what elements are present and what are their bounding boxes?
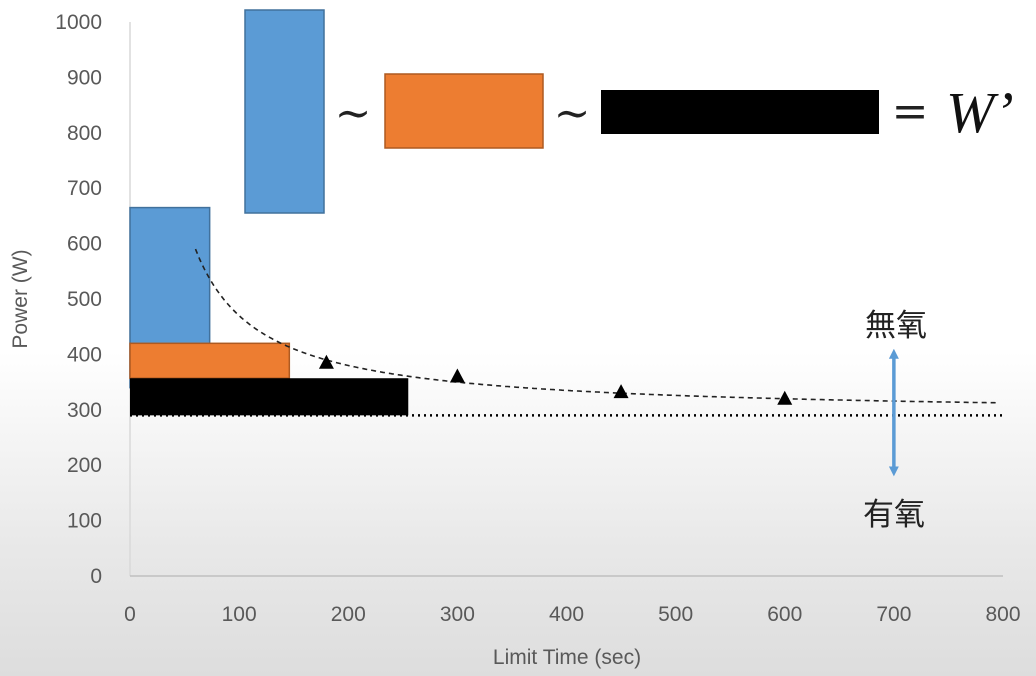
data-point (449, 368, 465, 383)
x-tick-label: 100 (222, 603, 257, 626)
w-prime-label: W’ (946, 80, 1014, 145)
y-tick-label: 500 (67, 288, 102, 311)
y-tick-label: 800 (67, 122, 102, 145)
x-axis-title: Limit Time (sec) (493, 646, 641, 669)
tilde-symbol-1: ~ (335, 88, 372, 139)
anaerobic-label: 無氧 (865, 308, 927, 344)
w-prime-equation: ~ ~ = W’ (244, 9, 1014, 214)
y-axis-title: Power (W) (9, 249, 32, 348)
y-axis: 0 100 200 300 400 500 600 700 800 900 1000 (55, 11, 131, 588)
data-point (777, 390, 793, 405)
equation-blue-block (244, 9, 325, 214)
black-work-rect (130, 378, 409, 416)
y-tick-label: 900 (67, 66, 102, 89)
orange-work-rect (129, 342, 291, 379)
x-tick-label: 500 (658, 603, 693, 626)
x-axis: 0 100 200 300 400 500 600 700 800 (124, 575, 1021, 626)
y-tick-label: 600 (67, 233, 102, 256)
y-tick-label: 200 (67, 454, 102, 477)
y-tick-label: 100 (67, 510, 102, 533)
y-tick-label: 1000 (55, 11, 102, 34)
y-tick-label: 700 (67, 177, 102, 200)
x-tick-label: 800 (985, 603, 1020, 626)
x-tick-label: 0 (124, 603, 136, 626)
aerobic-label: 有氧 (863, 497, 925, 533)
equation-black-block (601, 90, 879, 134)
tilde-symbol-2: ~ (554, 88, 591, 139)
work-rectangles (129, 206, 409, 416)
equation-orange-block (384, 73, 544, 149)
data-point (613, 384, 629, 399)
y-tick-label: 300 (67, 399, 102, 422)
x-tick-label: 400 (549, 603, 584, 626)
x-tick-label: 300 (440, 603, 475, 626)
equals-symbol: = (892, 86, 929, 137)
x-tick-label: 700 (876, 603, 911, 626)
data-points (318, 354, 793, 405)
data-point (318, 354, 334, 369)
y-tick-label: 400 (67, 343, 102, 366)
x-tick-labels: 0 100 200 300 400 500 600 700 800 (124, 603, 1020, 626)
y-tick-labels: 0 100 200 300 400 500 600 700 800 900 1000 (55, 11, 102, 588)
y-tick-label: 0 (90, 565, 102, 588)
x-tick-label: 600 (767, 603, 802, 626)
x-tick-label: 200 (331, 603, 366, 626)
